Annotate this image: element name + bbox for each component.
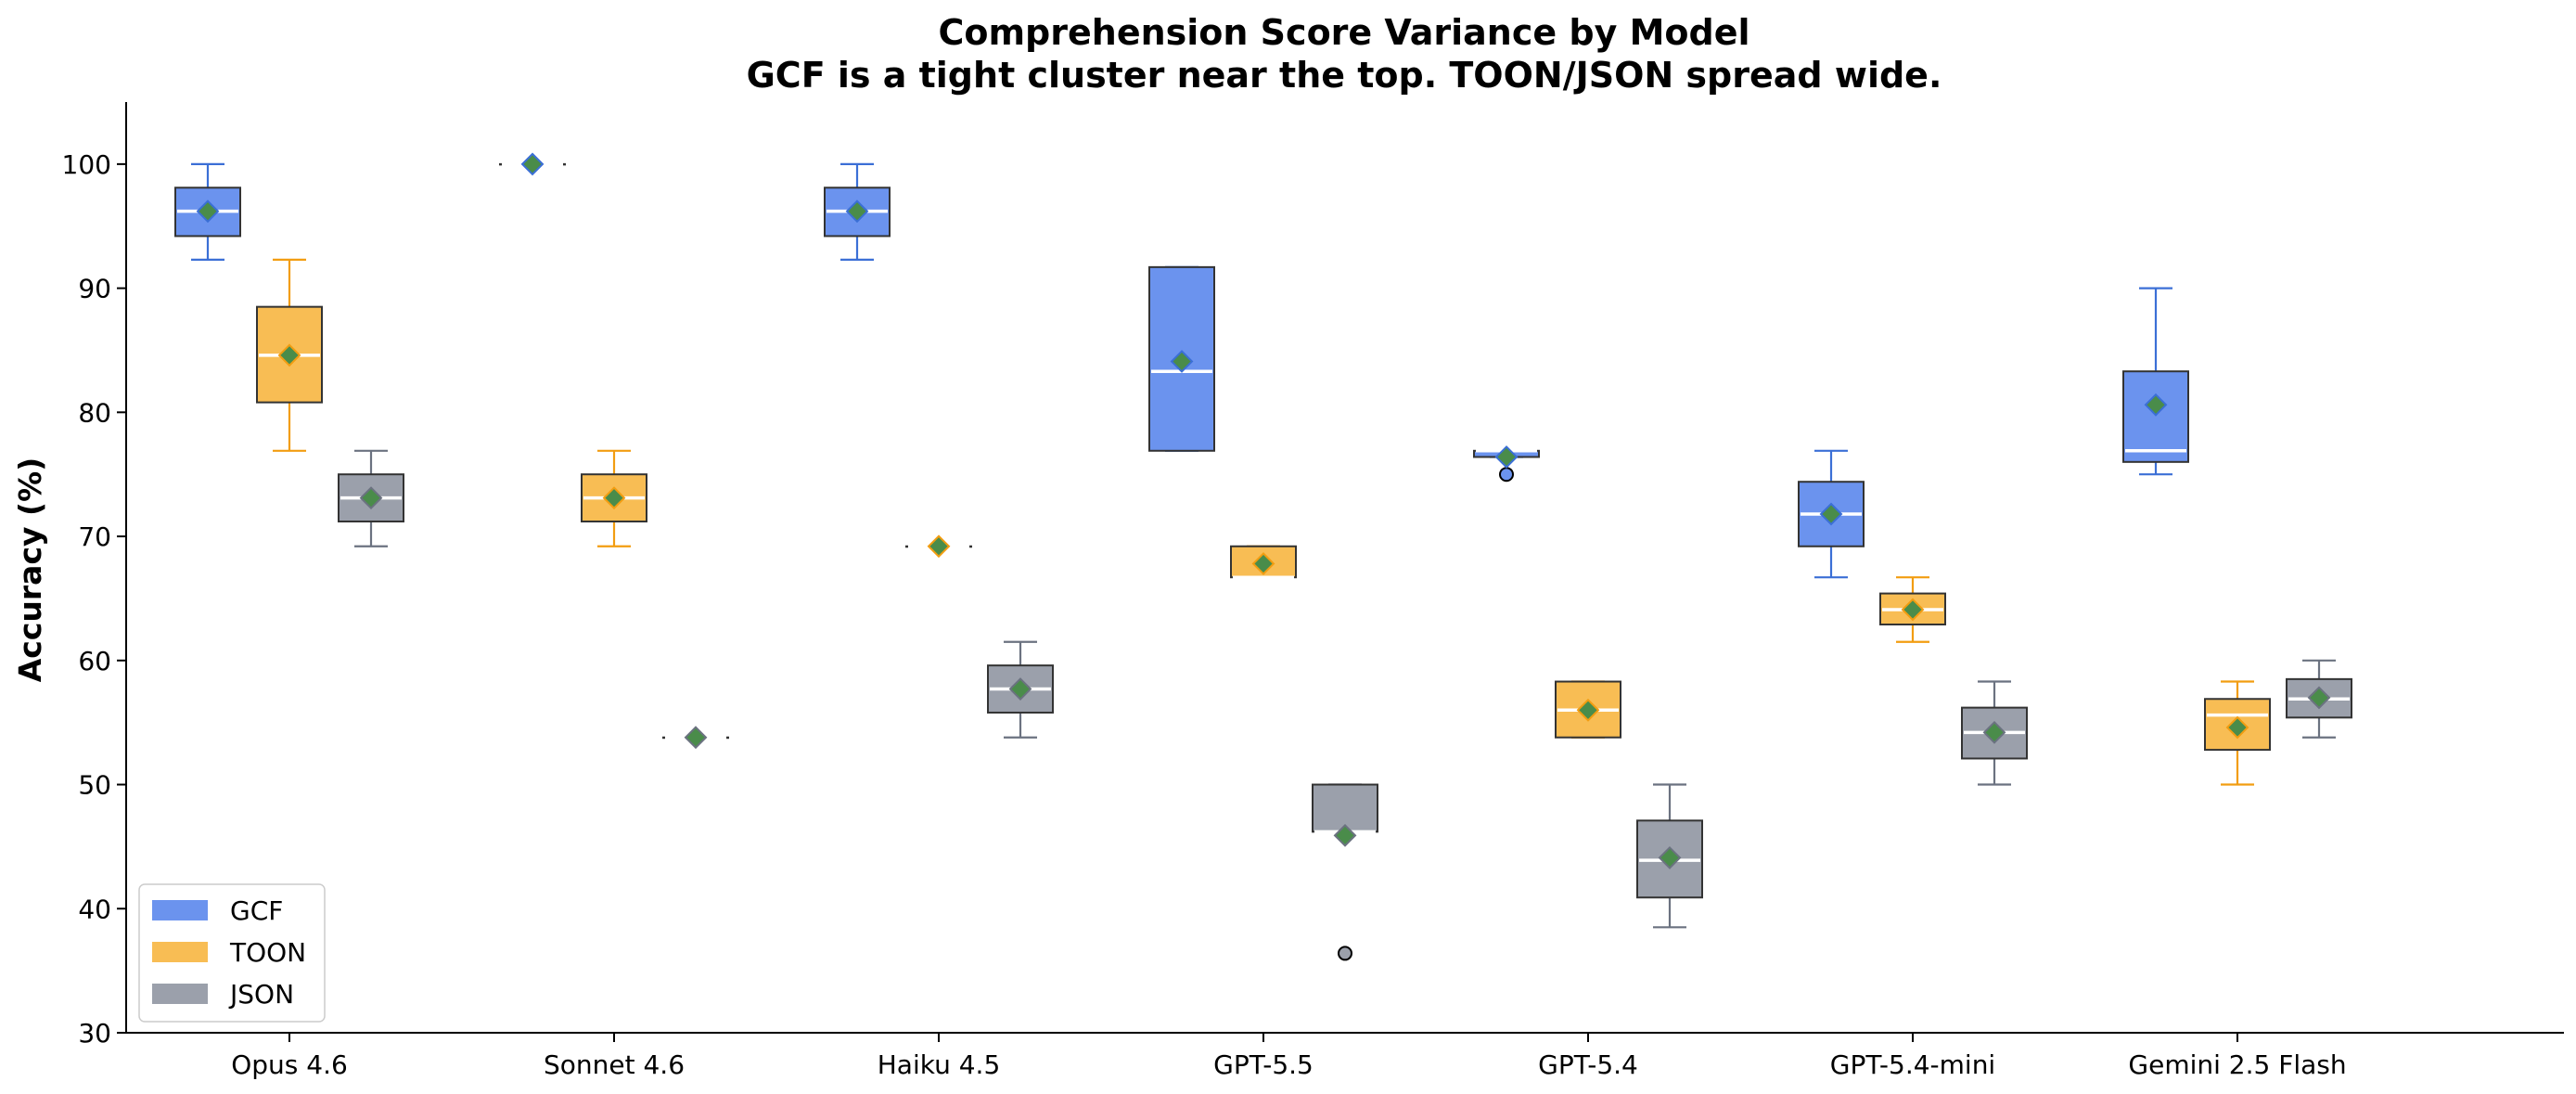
y-tick-label: 30 bbox=[78, 1018, 111, 1049]
legend-label-toon: TOON bbox=[229, 937, 306, 968]
y-tick-label: 60 bbox=[78, 646, 111, 676]
mean-marker bbox=[1008, 677, 1032, 701]
y-tick-label: 90 bbox=[78, 274, 111, 304]
box-toon-2 bbox=[905, 534, 972, 559]
box-toon-4 bbox=[1555, 680, 1621, 739]
x-tick-label: Opus 4.6 bbox=[231, 1049, 348, 1080]
box-toon-1 bbox=[581, 449, 647, 547]
box-gcf-6 bbox=[2122, 287, 2189, 476]
mean-marker bbox=[1819, 502, 1843, 526]
mean-marker bbox=[602, 486, 626, 510]
box-json-2 bbox=[987, 640, 1054, 739]
mean-marker bbox=[845, 199, 869, 224]
x-tick-label: Sonnet 4.6 bbox=[544, 1049, 685, 1080]
box-json-3 bbox=[1312, 783, 1378, 961]
y-tick-label: 40 bbox=[78, 894, 111, 924]
box-gcf-5 bbox=[1798, 449, 1865, 579]
box-json-1 bbox=[662, 726, 729, 750]
mean-marker bbox=[1982, 720, 2006, 744]
y-tick-label: 100 bbox=[62, 149, 111, 180]
box-gcf-2 bbox=[824, 162, 891, 261]
mean-marker bbox=[1333, 823, 1357, 847]
legend-swatch-json bbox=[152, 984, 208, 1004]
chart-title: Comprehension Score Variance by Model bbox=[938, 12, 1749, 53]
chart-subtitle: GCF is a tight cluster near the top. TOO… bbox=[747, 55, 1942, 96]
box-toon-5 bbox=[1879, 576, 1946, 643]
mean-marker bbox=[277, 343, 301, 367]
box-json-0 bbox=[338, 449, 404, 547]
mean-marker bbox=[196, 199, 220, 224]
y-tick-label: 80 bbox=[78, 397, 111, 428]
box-gcf-4 bbox=[1473, 445, 1540, 483]
legend-swatch-gcf bbox=[152, 900, 208, 920]
y-tick-label: 70 bbox=[78, 521, 111, 552]
mean-marker bbox=[1170, 350, 1194, 373]
box-toon-6 bbox=[2204, 680, 2271, 786]
mean-marker bbox=[359, 486, 383, 510]
mean-marker bbox=[1658, 846, 1682, 869]
axes: 30 40 50 60 70 80 90 100 Opus 4.6 Sonnet 4.6 Haiku… bbox=[62, 102, 2564, 1080]
mean-marker bbox=[2225, 715, 2249, 740]
box-plots bbox=[174, 152, 2352, 961]
x-tick-label: GPT-5.4 bbox=[1538, 1049, 1638, 1080]
mean-marker bbox=[2307, 686, 2331, 710]
x-tick-label: GPT-5.5 bbox=[1213, 1049, 1314, 1080]
y-tick-label: 50 bbox=[78, 770, 111, 801]
box-gcf-1 bbox=[499, 152, 566, 176]
mean-marker bbox=[1494, 445, 1519, 469]
box-gcf-0 bbox=[174, 162, 241, 261]
box-gcf-3 bbox=[1148, 265, 1215, 452]
legend-label-json: JSON bbox=[228, 979, 294, 1010]
x-tick-label: Haiku 4.5 bbox=[878, 1049, 1001, 1080]
box-json-4 bbox=[1636, 783, 1703, 929]
box-json-5 bbox=[1961, 680, 2028, 786]
mean-marker bbox=[1901, 598, 1925, 622]
box-rect bbox=[2122, 370, 2189, 463]
outlier-point bbox=[1338, 946, 1352, 961]
mean-marker bbox=[684, 726, 708, 750]
x-tick-label: GPT-5.4-mini bbox=[1830, 1049, 1995, 1080]
mean-marker bbox=[2144, 393, 2168, 417]
box-json-6 bbox=[2286, 659, 2352, 739]
mean-marker bbox=[927, 534, 951, 559]
y-axis-label: Accuracy (%) bbox=[12, 457, 48, 683]
legend-label-gcf: GCF bbox=[230, 895, 283, 926]
mean-marker bbox=[1576, 698, 1600, 722]
mean-marker bbox=[520, 152, 545, 176]
box-toon-0 bbox=[256, 258, 323, 452]
mean-marker bbox=[1251, 552, 1275, 575]
outlier-point bbox=[1499, 467, 1514, 483]
legend: GCF TOON JSON bbox=[138, 883, 326, 1023]
box-toon-3 bbox=[1230, 545, 1297, 579]
legend-swatch-toon bbox=[152, 942, 208, 962]
x-tick-label: Gemini 2.5 Flash bbox=[2128, 1049, 2346, 1080]
